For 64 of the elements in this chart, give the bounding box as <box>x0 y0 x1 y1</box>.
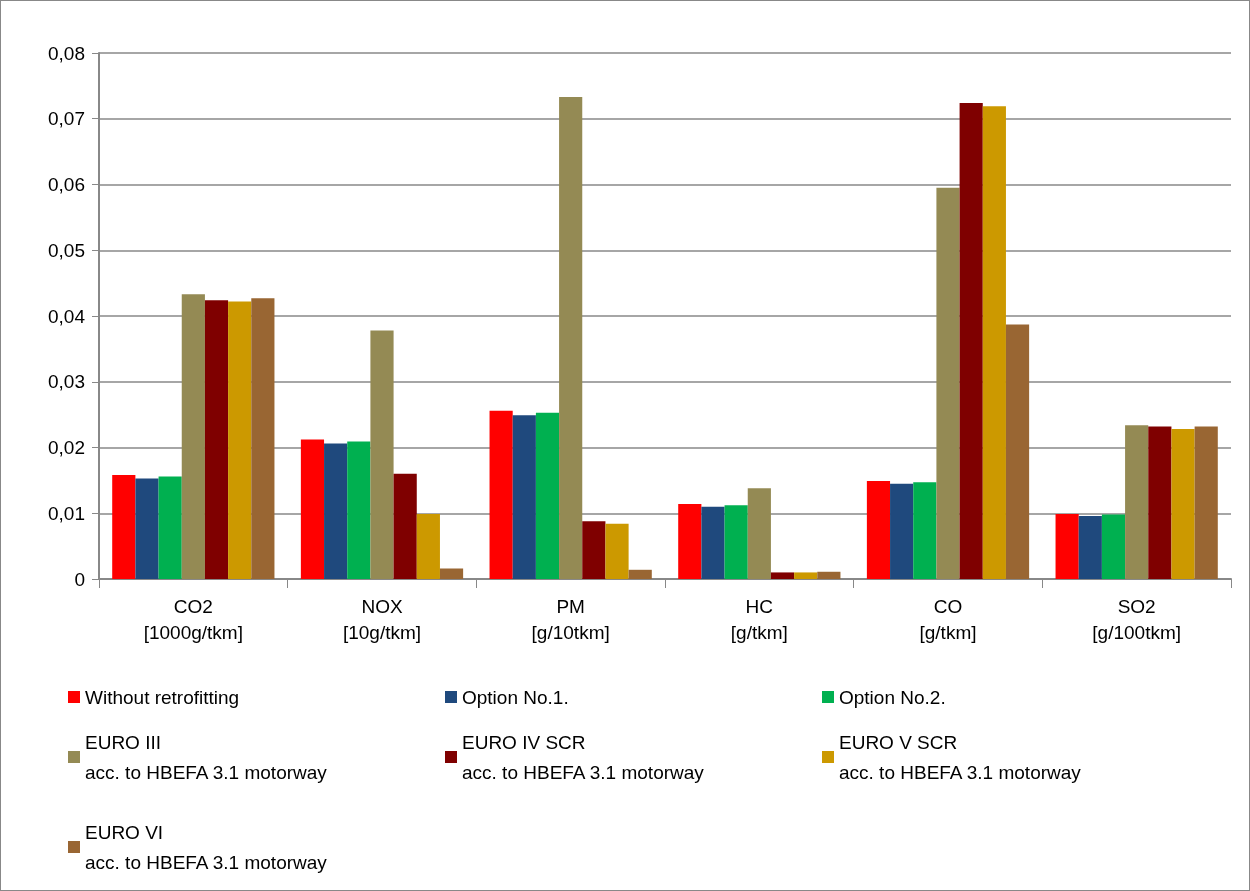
bar <box>535 412 560 579</box>
x-tick-label: PM [g/10tkm] <box>531 595 610 643</box>
bar <box>158 476 182 579</box>
bar <box>628 569 652 579</box>
bar <box>1125 425 1149 579</box>
legend-label: Option No.1. <box>462 686 569 708</box>
bar <box>1005 324 1030 579</box>
bar <box>559 97 583 579</box>
y-tick-label: 0,04 <box>48 305 86 327</box>
x-tick-label: NOX [10g/tkm] <box>342 595 422 643</box>
legend-label: Without retrofitting <box>85 686 240 708</box>
y-tick-label: 0,07 <box>48 108 85 130</box>
bar <box>582 521 606 579</box>
bar <box>324 443 348 579</box>
x-tick-label: CO2 [1000g/tkm] <box>143 595 243 643</box>
bar <box>724 505 748 579</box>
y-tick-label: 0,08 <box>48 42 85 64</box>
bar <box>605 523 629 579</box>
bar <box>251 298 275 579</box>
bar <box>1055 513 1079 579</box>
bar <box>817 571 841 579</box>
bar <box>347 441 371 579</box>
bar <box>489 410 513 579</box>
bar <box>1171 429 1195 579</box>
bar <box>393 473 417 579</box>
bar <box>770 572 795 579</box>
y-tick-label: 0,03 <box>48 371 85 393</box>
bar <box>701 506 725 579</box>
legend-label: EURO V SCR acc. to HBEFA 3.1 motorway <box>839 731 1082 783</box>
bar <box>866 481 891 579</box>
bar <box>112 475 136 579</box>
x-tick-label: CO [g/tkm] <box>919 595 977 643</box>
bar <box>1148 426 1172 579</box>
bar <box>204 300 229 579</box>
legend-label: EURO IV SCR acc. to HBEFA 3.1 motorway <box>462 731 705 783</box>
y-tick-label: 0,05 <box>48 239 85 261</box>
bar <box>890 483 914 579</box>
bar <box>1101 514 1126 579</box>
bar <box>370 330 394 579</box>
bar <box>300 439 325 579</box>
bar <box>1194 426 1218 579</box>
x-tick-label: HC [g/tkm] <box>730 595 788 643</box>
bar <box>181 294 205 579</box>
legend-label: Option No.2. <box>839 686 946 708</box>
bar <box>913 482 937 579</box>
bar <box>512 415 536 579</box>
bar <box>439 568 464 579</box>
legend-label: EURO VI acc. to HBEFA 3.1 motorway <box>85 821 328 873</box>
bar <box>416 513 440 579</box>
bar <box>1078 515 1102 579</box>
y-tick-label: 0,02 <box>48 437 85 458</box>
bar <box>747 488 771 579</box>
legend-label: EURO III acc. to HBEFA 3.1 motorway <box>85 731 328 783</box>
x-tick-label: SO2 [g/100tkm] <box>1092 595 1182 643</box>
y-tick-label: 0,01 <box>48 502 85 524</box>
bar <box>135 478 159 579</box>
y-tick-label: 0,06 <box>48 174 85 195</box>
bar <box>982 106 1006 579</box>
bar <box>794 572 818 579</box>
bar <box>936 187 960 579</box>
bar <box>228 301 252 579</box>
bar <box>678 504 702 579</box>
y-tick-label: 0 <box>74 568 85 590</box>
bar <box>959 102 983 579</box>
